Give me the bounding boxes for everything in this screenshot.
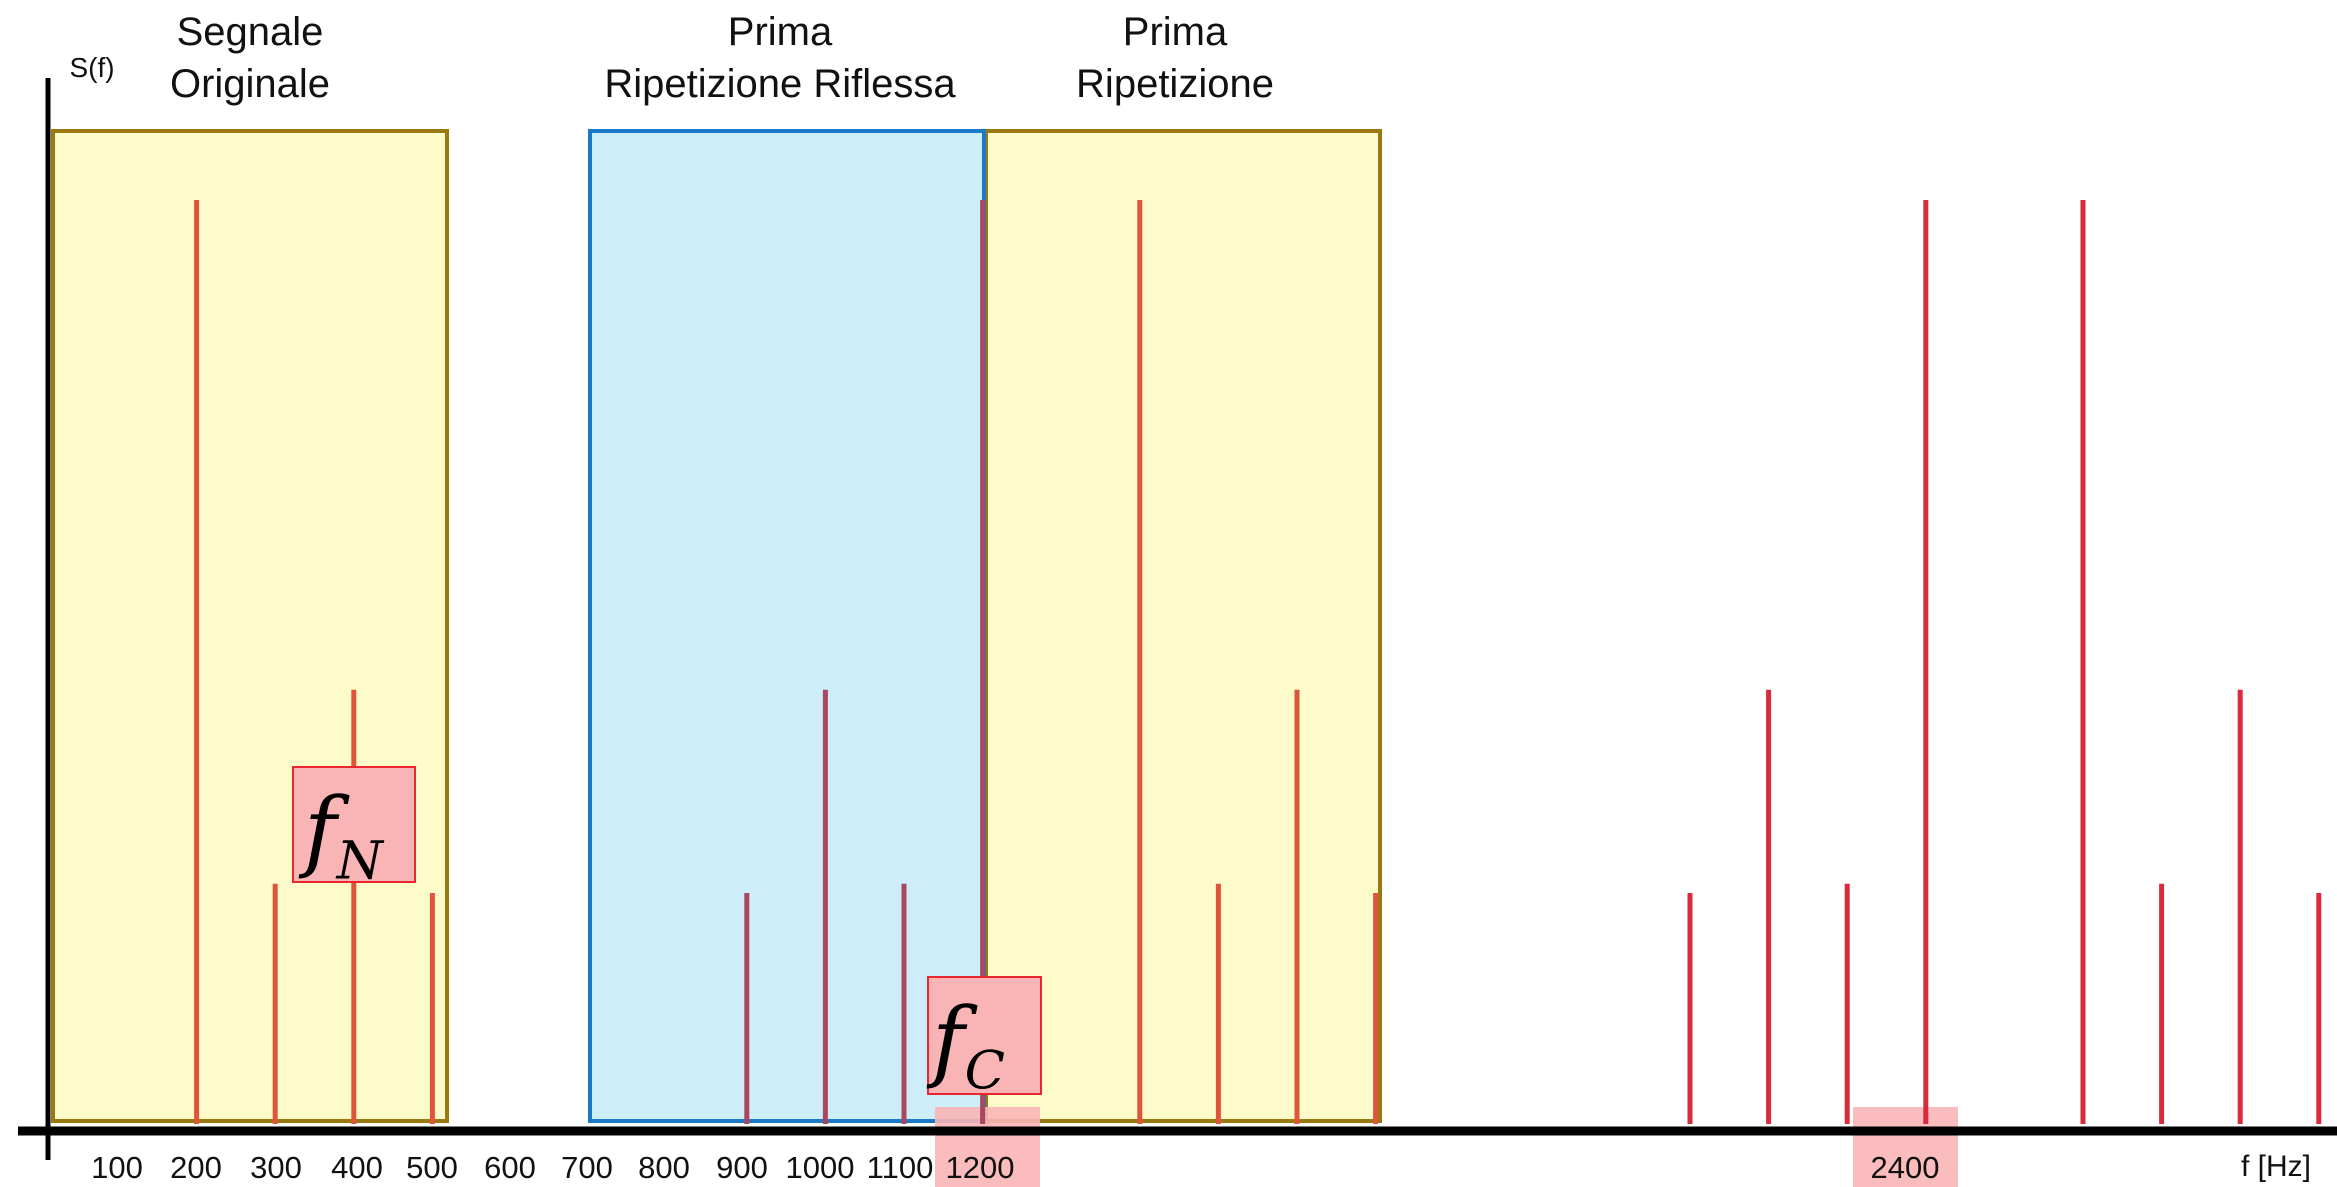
reflected-label-line1: Prima: [727, 10, 833, 54]
repetition-label-line1: Prima: [1122, 10, 1228, 54]
x-tick-label: 800: [638, 1150, 690, 1185]
fc-marker-box: [927, 976, 1042, 1095]
x-tick-label: 100: [91, 1150, 143, 1185]
sampling-frequency-marker: fC: [932, 988, 1005, 1101]
reflected-label-line2: Ripetizione Riflessa: [604, 62, 956, 106]
x-tick-label: 2400: [1870, 1150, 1940, 1185]
fn-subscript: N: [336, 830, 383, 892]
x-tick-label: 400: [331, 1150, 383, 1185]
y-axis-label: S(f): [69, 52, 115, 83]
original-signal-box: [51, 129, 449, 1123]
x-axis-label: f [Hz]: [2240, 1150, 2312, 1183]
nyquist-frequency-marker: fN: [304, 778, 383, 891]
x-tick-label: 1200: [945, 1150, 1015, 1185]
reflected-repetition-label: Prima Ripetizione Riflessa: [580, 6, 980, 110]
x-tick-label: 1100: [866, 1150, 934, 1185]
original-signal-label: Segnale Originale: [150, 6, 350, 110]
tick-2400-highlight: [1853, 1107, 1958, 1187]
repetition-label-line2: Ripetizione: [1076, 62, 1274, 106]
x-tick-label: 700: [561, 1150, 613, 1185]
x-tick-label: 600: [484, 1150, 536, 1185]
x-tick-label: 300: [250, 1150, 302, 1185]
x-tick-label: 200: [170, 1150, 222, 1185]
tick-1200-highlight: [935, 1107, 1040, 1187]
first-repetition-label: Prima Ripetizione: [1055, 6, 1295, 110]
fc-subscript: C: [964, 1040, 1005, 1102]
fn-base: f: [304, 778, 337, 881]
original-label-line2: Originale: [169, 62, 331, 106]
x-tick-label: 1000: [785, 1150, 855, 1185]
reflected-repetition-box: [588, 129, 986, 1123]
original-label-line1: Segnale: [176, 10, 324, 54]
fc-base: f: [932, 988, 965, 1091]
fn-marker-box: [292, 766, 416, 883]
x-tick-label: 900: [716, 1150, 768, 1185]
x-tick-label: 500: [406, 1150, 458, 1185]
first-repetition-box: [984, 129, 1382, 1123]
